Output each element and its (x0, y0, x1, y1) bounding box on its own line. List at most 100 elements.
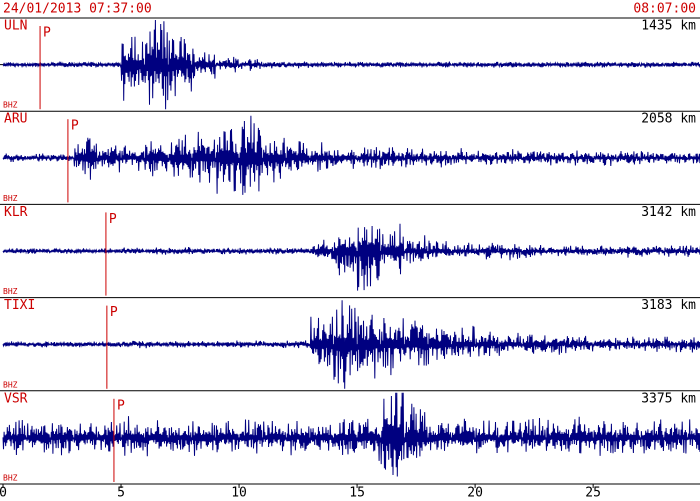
waveform-segment (663, 61, 688, 68)
waveform-segment (545, 61, 570, 68)
waveform-segment (26, 153, 51, 162)
distance-label: 3142 km (641, 205, 696, 220)
x-tick-label: 25 (585, 486, 601, 501)
waveform-segment (521, 334, 547, 354)
waveform-segment (285, 340, 311, 349)
waveform-segment (167, 425, 193, 453)
waveform-segment (380, 61, 405, 68)
waveform-segment (2, 247, 28, 255)
waveform-segment (545, 152, 570, 166)
waveform-segment (498, 420, 523, 453)
waveform-segment (96, 341, 122, 348)
waveform-segment (26, 423, 51, 453)
waveform-segment (262, 61, 287, 69)
waveform-segment (663, 421, 689, 454)
station-name: ULN (4, 19, 27, 34)
waveform-segment (49, 61, 75, 68)
channel-label: BHZ (3, 474, 18, 483)
waveform-segment (49, 341, 75, 348)
channel-label: BHZ (3, 194, 18, 203)
waveform-segment (592, 337, 618, 351)
waveform-segment (616, 61, 641, 69)
waveform-segment (285, 61, 311, 69)
waveform-segment (214, 56, 240, 73)
waveform-segment (498, 61, 523, 69)
waveform-segment (687, 245, 700, 257)
waveform-segment (427, 240, 452, 260)
waveform-segment (120, 247, 145, 254)
x-tick-label: 5 (117, 486, 125, 501)
waveform-segment (451, 242, 476, 257)
waveform-segment (215, 340, 240, 348)
waveform-segment (663, 336, 689, 353)
waveform-segment (616, 246, 641, 258)
waveform-segment (120, 36, 146, 101)
waveform-segment (144, 341, 169, 349)
waveform-segment (238, 115, 264, 195)
waveform-segment (451, 148, 476, 165)
waveform-segment (214, 420, 240, 453)
waveform-segment (498, 244, 523, 261)
waveform-segment (167, 341, 193, 348)
waveform-segment (73, 341, 98, 348)
waveform-segment (569, 150, 594, 166)
waveform-segment (663, 245, 689, 257)
x-tick-label: 15 (349, 486, 365, 501)
waveform-segment (474, 242, 500, 260)
waveform-segment (403, 235, 429, 264)
waveform-segment (687, 419, 700, 452)
waveform-segment (474, 331, 500, 357)
waveform-segment (569, 335, 594, 352)
waveform-segment (333, 237, 358, 276)
waveform-segment (214, 128, 240, 194)
waveform-segment (191, 48, 216, 79)
waveform-segment (380, 317, 405, 376)
waveform-segment (120, 145, 146, 171)
waveform-segment (2, 419, 28, 456)
waveform-segment (592, 245, 618, 256)
waveform-segment (144, 420, 169, 457)
waveform-segment (403, 148, 429, 168)
waveform-segment (49, 154, 75, 162)
x-tick-label: 0 (0, 486, 7, 501)
waveform-segment (427, 61, 452, 68)
end-time: 08:07:00 (633, 2, 696, 17)
distance-label: 1435 km (641, 19, 696, 34)
waveform-segment (26, 61, 51, 68)
phase-label: P (109, 212, 117, 227)
waveform-segment (639, 337, 665, 352)
waveform-segment (167, 36, 193, 97)
waveform-segment (144, 19, 169, 110)
station-name: ARU (4, 112, 27, 127)
waveform-segment (144, 247, 169, 255)
waveform-segment (498, 149, 523, 164)
waveform-segment (451, 325, 476, 357)
waveform-segment (356, 225, 382, 291)
x-tick-label: 10 (231, 486, 247, 501)
waveform-segment (521, 61, 547, 68)
waveform-segment (96, 61, 122, 68)
waveform-segment (427, 328, 452, 365)
waveform-segment (592, 421, 618, 456)
phase-label: P (71, 119, 79, 134)
distance-label: 3183 km (641, 298, 696, 313)
waveform-segment (285, 420, 311, 456)
waveform-segment (451, 418, 476, 446)
waveform-segment (191, 247, 216, 255)
waveform-segment (2, 341, 27, 348)
waveform-segment (333, 300, 358, 389)
waveform-segment (592, 61, 618, 68)
waveform-segment (49, 247, 75, 254)
waveform-segment (403, 403, 429, 459)
waveform-segment (309, 61, 334, 68)
waveform-segment (639, 151, 665, 163)
waveform-segment (285, 141, 311, 171)
waveform-segment (97, 248, 122, 254)
waveform-segment (474, 61, 499, 69)
waveform-segment (144, 141, 169, 177)
waveform-segment (238, 340, 264, 348)
waveform-segment (26, 247, 51, 254)
waveform-segment (356, 418, 382, 461)
waveform-segment (498, 332, 523, 356)
